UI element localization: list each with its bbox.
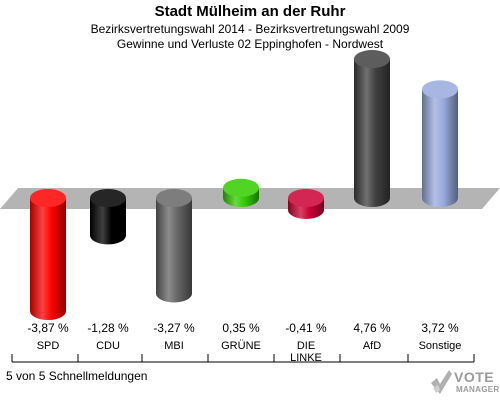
bar-spd <box>30 189 66 321</box>
value-label: -1,28 % <box>87 321 129 335</box>
value-label: 0,35 % <box>222 321 260 335</box>
checkmark-icon <box>431 370 452 394</box>
category-label: DIE <box>297 340 315 352</box>
chart-subtitle-election: Bezirksvertretungswahl 2014 - Bezirksver… <box>90 22 410 36</box>
vote-manager-logo: VOTE MANAGER <box>428 366 500 400</box>
bar-sonstige <box>422 80 458 207</box>
logo-text-vote: VOTE <box>454 369 495 385</box>
category-label: SPD <box>37 340 60 352</box>
category-label: LINKE <box>290 352 322 364</box>
category-label: MBI <box>164 340 184 352</box>
bar-mbi <box>156 189 192 303</box>
bar-die-linke <box>288 189 324 219</box>
category-label: GRÜNE <box>221 340 261 352</box>
bar-cdu <box>90 189 126 245</box>
logo-text-manager: MANAGER <box>456 385 500 394</box>
value-label: 4,76 % <box>353 321 391 335</box>
value-label: -3,27 % <box>153 321 195 335</box>
value-label: -0,41 % <box>285 321 327 335</box>
bar-afd <box>354 50 390 207</box>
chart-title: Stadt Mülheim an der Ruhr <box>154 3 346 20</box>
category-label: AfD <box>363 340 381 352</box>
value-label: 3,72 % <box>421 321 459 335</box>
footer-status: 5 von 5 Schnellmeldungen <box>6 369 148 383</box>
value-label: -3,87 % <box>27 321 69 335</box>
chart-subtitle-district: Gewinne und Verluste 02 Eppinghofen - No… <box>116 37 384 51</box>
category-label: Sonstige <box>419 340 462 352</box>
bar-gr-ne <box>223 178 259 207</box>
category-label: CDU <box>96 340 120 352</box>
